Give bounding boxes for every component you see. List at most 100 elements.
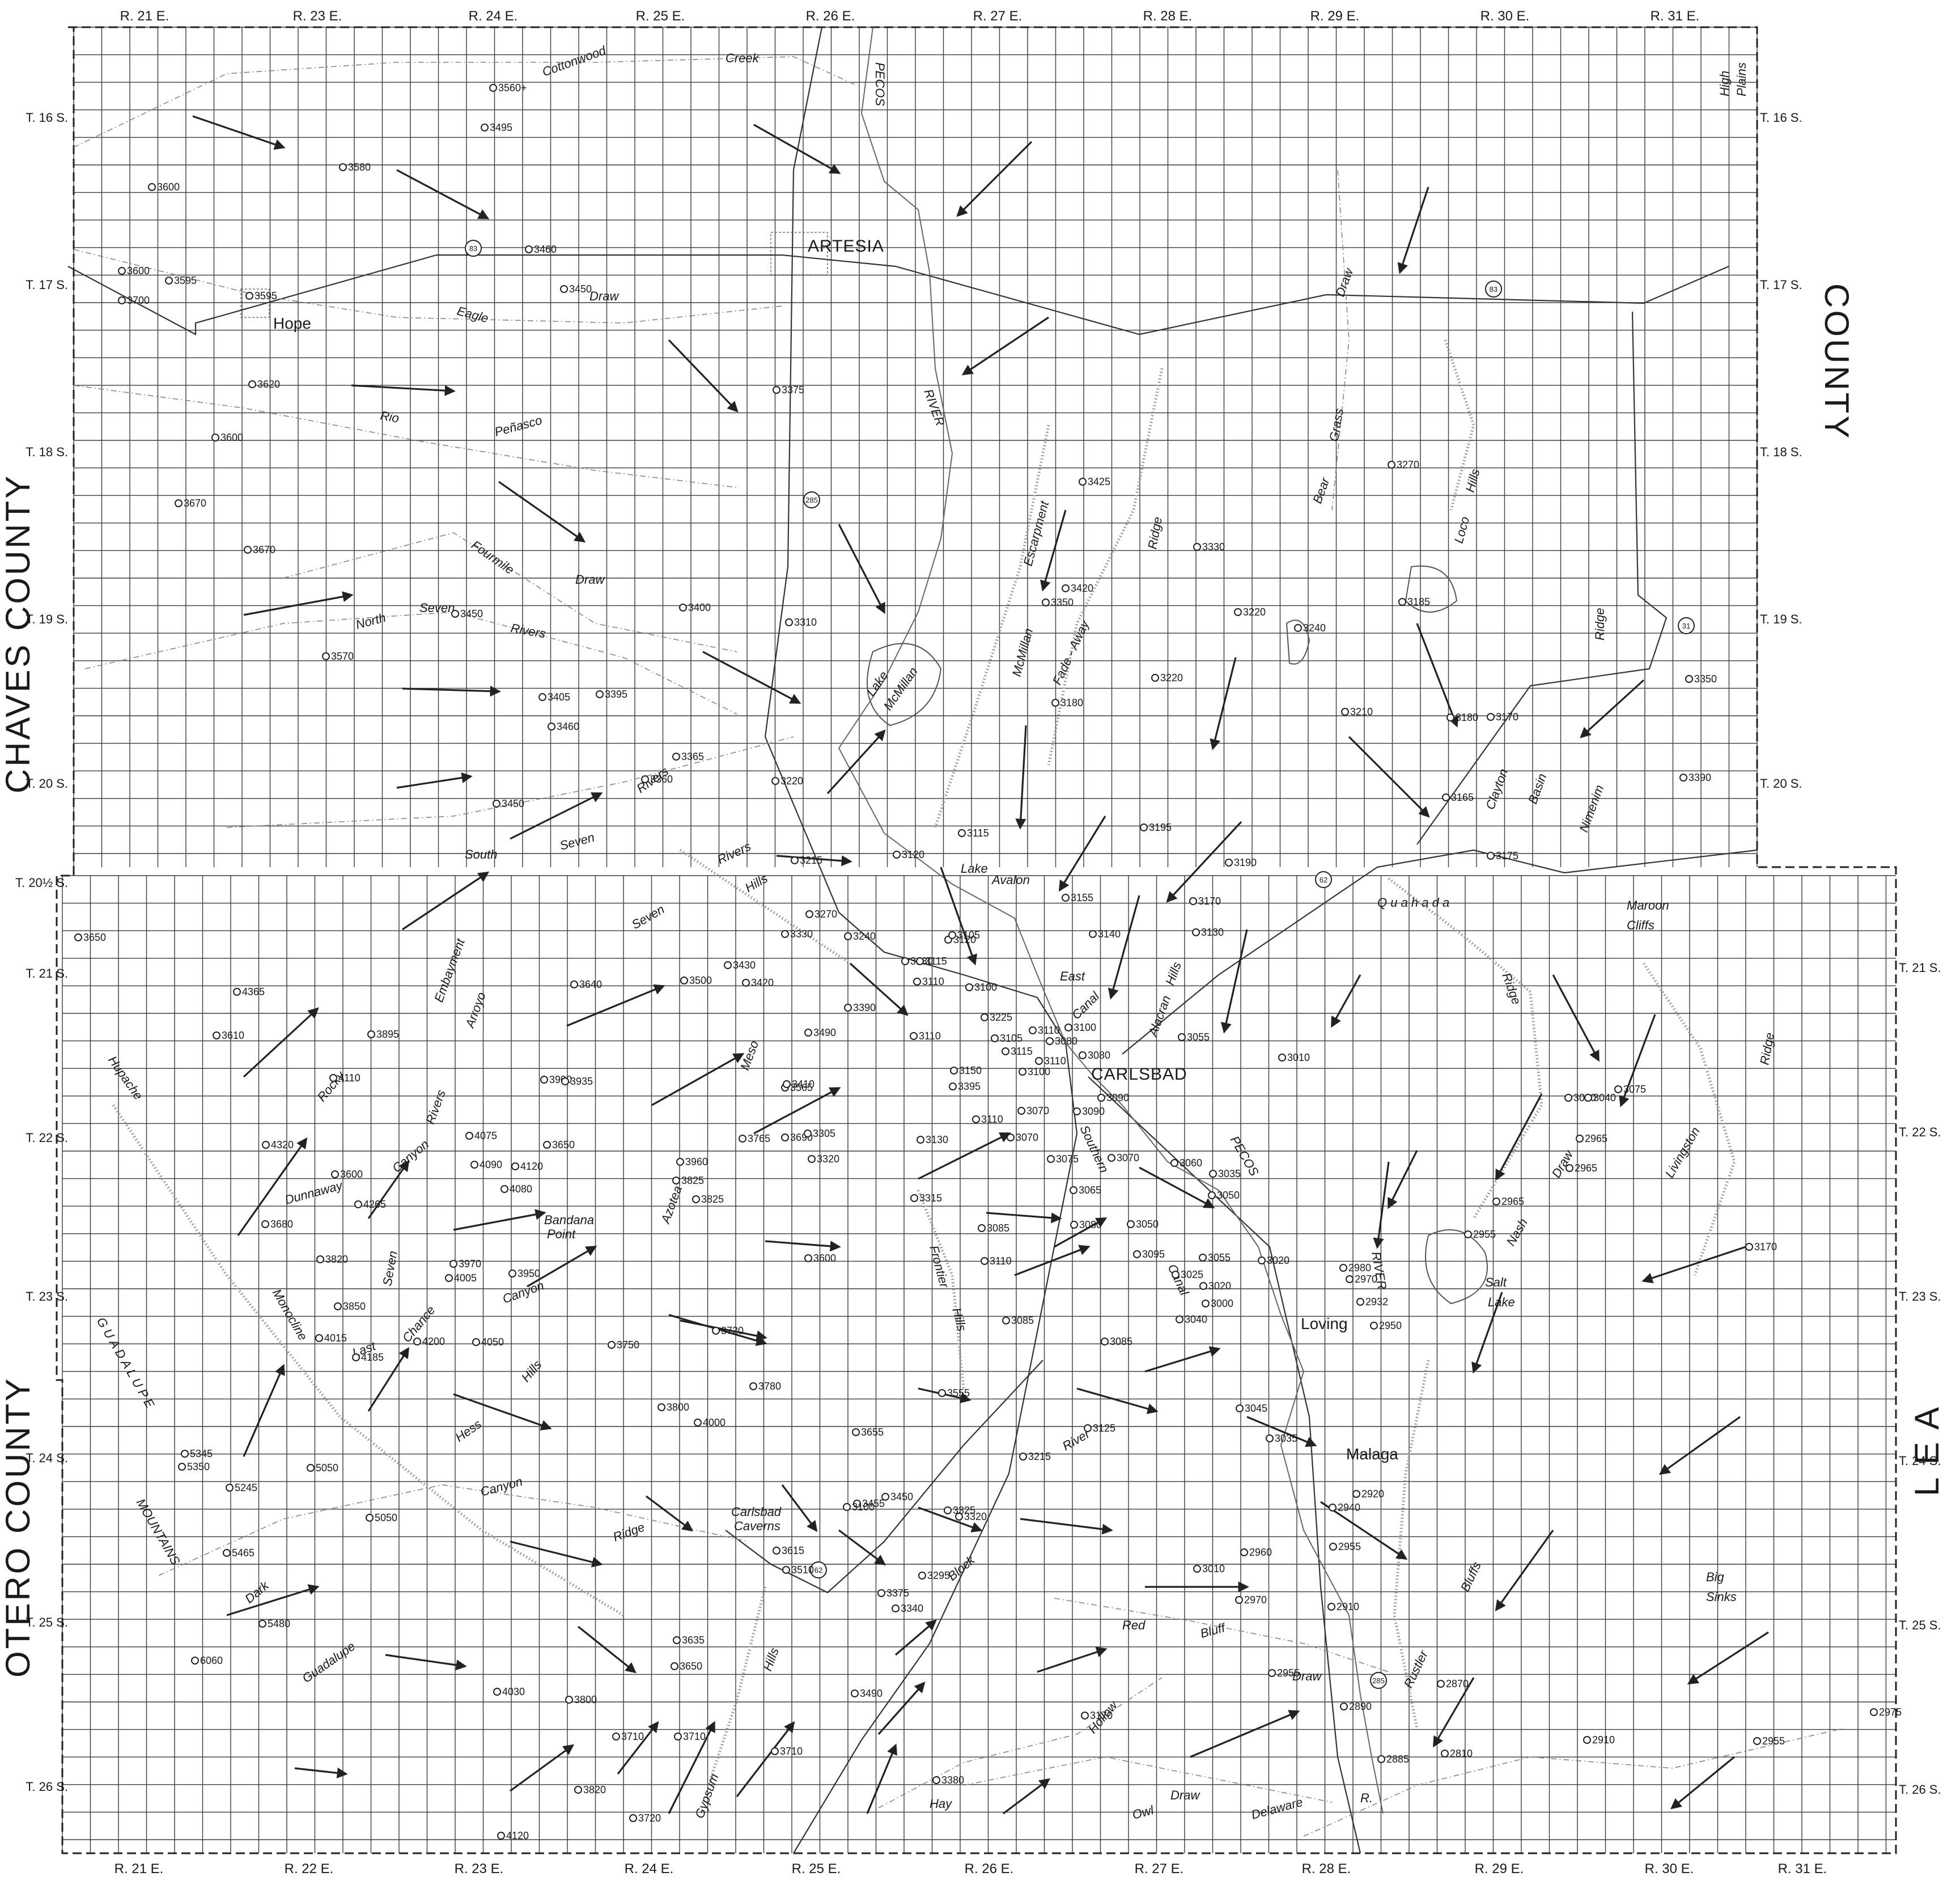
elevation-label: 3310 — [794, 617, 817, 628]
label-salt: Salt — [1485, 1275, 1507, 1289]
elevation-label: 3215 — [800, 855, 822, 866]
well-point: 3080 — [1079, 1050, 1110, 1061]
well-point: 3185 — [1398, 596, 1430, 608]
elevation-label: 3595 — [174, 275, 197, 286]
well-point: 3765 — [739, 1133, 770, 1144]
well-point: 3075 — [1614, 1084, 1646, 1095]
well-point: 3365 — [672, 751, 704, 762]
salt-lake-shape — [1425, 1229, 1488, 1305]
well-point: 3170 — [1487, 711, 1518, 723]
elevation-label: 4030 — [502, 1686, 525, 1697]
label-fourmile: Fourmile — [469, 538, 516, 578]
well-point: 3220 — [1151, 672, 1183, 683]
elevation-label: 3100 — [1074, 1022, 1096, 1033]
highway-285-south — [1088, 1076, 1361, 1854]
range-label-bottom: R. 30 E. — [1645, 1861, 1694, 1876]
range-label-bottom: R. 24 E. — [625, 1861, 674, 1876]
town-carlsbad: CARLSBAD — [1091, 1065, 1187, 1084]
eagle-draw — [73, 249, 783, 324]
svg-text:62: 62 — [814, 1566, 822, 1574]
well-point: 4090 — [470, 1159, 502, 1170]
well-point: 4320 — [262, 1139, 294, 1150]
well-point: 5245 — [226, 1482, 257, 1493]
label-basin: Basin — [1525, 771, 1549, 805]
elevation-label: 3010 — [1287, 1052, 1310, 1063]
well-point: 3090 — [1097, 1092, 1129, 1103]
label-bluffs: Bluffs — [1458, 1560, 1484, 1594]
label-draw-owl: Draw — [1170, 1788, 1200, 1802]
elevation-label: 3850 — [343, 1301, 366, 1312]
township-label-left: T. 20½ S. — [15, 876, 68, 890]
well-point: 3430 — [724, 960, 756, 971]
drainages — [73, 27, 1843, 1837]
well-point: 3060 — [1170, 1157, 1202, 1169]
elevation-label: 3820 — [325, 1254, 348, 1265]
township-label-right: T. 17 S. — [1760, 278, 1802, 292]
well-point: 3115 — [958, 827, 989, 839]
well-point: 3640 — [570, 979, 602, 990]
cottonwood-creek — [73, 56, 856, 148]
label-plains: Plains — [1734, 62, 1749, 96]
rio-penasco — [73, 385, 737, 488]
elevation-label: 3330 — [1202, 541, 1225, 553]
elevation-label: 2910 — [1337, 1601, 1359, 1612]
label-carlsbad-b: Caverns — [734, 1519, 780, 1533]
township-label-left: T. 22 S. — [26, 1131, 68, 1145]
well-point: 3125 — [1084, 1423, 1115, 1434]
elevation-label: 3720 — [638, 1812, 661, 1824]
elevation-label: 4265 — [363, 1199, 386, 1210]
artesia-boundary — [770, 232, 828, 275]
label-lake-salt: Lake — [1488, 1295, 1515, 1309]
well-point: 5345 — [181, 1448, 213, 1459]
elevation-label: 3450 — [502, 798, 524, 809]
elevation-label: 3105 — [1000, 1033, 1023, 1044]
well-point: 3970 — [449, 1258, 481, 1270]
elevation-label: 3090 — [1082, 1106, 1105, 1117]
well-point: 3065 — [1070, 1185, 1101, 1196]
label-seven-n: Seven — [419, 601, 455, 615]
well-point: 3070 — [1007, 1132, 1038, 1143]
elevation-label: 3570 — [331, 651, 354, 662]
well-point: 2970 — [1346, 1273, 1377, 1285]
range-label-top: R. 29 E. — [1310, 9, 1360, 24]
elevation-label: 3400 — [688, 602, 711, 613]
town-hope: Hope — [273, 315, 311, 332]
elevation-label: 3495 — [490, 122, 512, 133]
label-owl: Owl — [1131, 1803, 1156, 1822]
well-point: 2965 — [1492, 1196, 1524, 1207]
elevation-label: 3060 — [1180, 1157, 1202, 1169]
elevation-label: 3350 — [1051, 597, 1074, 608]
elevation-label: 3025 — [1181, 1269, 1203, 1280]
elevation-label: 3800 — [667, 1402, 689, 1413]
elevation-label: 5465 — [232, 1547, 254, 1559]
well-point: 3100 — [1019, 1066, 1050, 1077]
elevation-label: 3035 — [1218, 1168, 1241, 1179]
elevation-label: 3600 — [340, 1169, 363, 1180]
well-point: 3700 — [118, 295, 150, 306]
elevation-label: 3115 — [1011, 1046, 1033, 1057]
elevation-label: 3600 — [813, 1253, 836, 1264]
elevation-label: 3455 — [862, 1498, 885, 1509]
township-label-left: T. 18 S. — [26, 445, 68, 459]
elevation-label: 3450 — [890, 1491, 913, 1502]
guadalupe-ridge — [112, 1104, 625, 1617]
elevation-label: 3195 — [1149, 822, 1172, 833]
elevation-label: 3320 — [817, 1153, 839, 1165]
well-point: 3595 — [245, 290, 277, 302]
well-point: 4030 — [493, 1686, 525, 1697]
elevation-label: 3110 — [981, 1114, 1003, 1125]
well-point: 3110 — [972, 1114, 1003, 1125]
elevation-label: 3360 — [650, 774, 673, 785]
label-hess: Hess — [453, 1417, 484, 1445]
well-point: 3670 — [175, 498, 206, 509]
township-label-left: T. 17 S. — [26, 278, 68, 292]
label-penasco: Peñasco — [493, 413, 544, 439]
elevation-label: 3045 — [1245, 1403, 1267, 1414]
well-point: 3600 — [118, 265, 150, 277]
label-gypsum: Gypsum — [692, 1772, 722, 1820]
elevation-label: 3080 — [1079, 1219, 1102, 1230]
elevation-label: 2950 — [1379, 1320, 1402, 1331]
highway-62 — [1122, 849, 1758, 1055]
otero-county-label: OTERO COUNTY — [0, 1377, 37, 1678]
elevation-label: 3055 — [1208, 1252, 1231, 1263]
